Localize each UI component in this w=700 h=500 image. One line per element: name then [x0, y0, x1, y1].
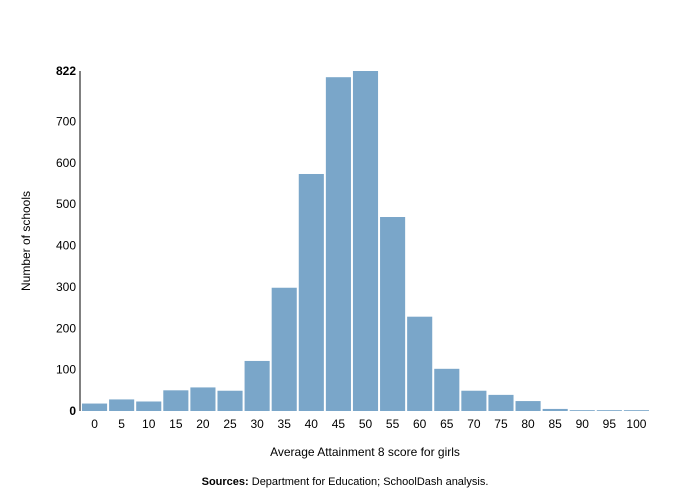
- bar-85: [542, 408, 568, 411]
- x-tick-label: 55: [386, 417, 400, 431]
- bar-50: [352, 71, 379, 411]
- y-tick-label: 600: [56, 156, 76, 170]
- x-tick-label: 10: [142, 417, 156, 431]
- y-tick-label: 500: [56, 197, 76, 211]
- y-tick-label: 700: [56, 114, 76, 128]
- x-tick-label: 65: [440, 417, 454, 431]
- x-tick-label: 40: [305, 417, 319, 431]
- bar-35: [271, 287, 297, 411]
- y-tick-label: 100: [56, 363, 76, 377]
- y-axis-title: Number of schools: [19, 191, 33, 291]
- x-tick-label: 90: [576, 417, 590, 431]
- sources-label: Sources:: [201, 476, 249, 488]
- x-tick-label: 20: [196, 417, 210, 431]
- bar-95: [596, 410, 622, 411]
- x-tick-label: 15: [169, 417, 183, 431]
- sources-text: Department for Education; SchoolDash ana…: [251, 476, 489, 488]
- y-tick-label: 822: [56, 64, 76, 78]
- bar-80: [515, 401, 541, 411]
- x-axis-title: Average Attainment 8 score for girls: [270, 445, 460, 459]
- x-tick-label: 25: [223, 417, 237, 431]
- bar-10: [136, 401, 162, 411]
- y-tick-label: 200: [56, 321, 76, 335]
- x-tick-label: 35: [278, 417, 292, 431]
- bar-75: [488, 394, 514, 411]
- bar-30: [244, 360, 270, 411]
- bar-60: [407, 316, 433, 411]
- bar-20: [190, 387, 216, 411]
- x-axis: 0 5 10 15 20 25 30 35 40 45 50 55 60 65 70 75 80 85 90 95 10…: [91, 417, 647, 431]
- sources-note: Sources: Department for Education; Schoo…: [0, 476, 690, 488]
- bar-40: [298, 173, 324, 411]
- bar-55: [380, 217, 406, 411]
- bar-65: [434, 368, 460, 411]
- y-tick-label: 400: [56, 239, 76, 253]
- x-tick-label: 95: [603, 417, 617, 431]
- bar-45: [325, 77, 351, 411]
- x-tick-label: 60: [413, 417, 427, 431]
- y-axis: 0 100 200 300 400 500 600 700 822: [56, 64, 81, 418]
- x-tick-label: 85: [548, 417, 562, 431]
- bar-15: [163, 390, 189, 411]
- bar-70: [461, 390, 487, 411]
- x-tick-label: 80: [521, 417, 535, 431]
- bar-90: [569, 410, 595, 411]
- bar-25: [217, 390, 243, 411]
- bar-0: [82, 403, 108, 411]
- x-tick-label: 70: [467, 417, 481, 431]
- y-tick-label: 300: [56, 280, 76, 294]
- x-tick-label: 100: [626, 417, 646, 431]
- x-tick-label: 5: [118, 417, 125, 431]
- bar-100: [623, 410, 649, 411]
- x-tick-label: 0: [91, 417, 98, 431]
- y-tick-label: 0: [69, 404, 76, 418]
- bars-group: [82, 71, 649, 411]
- x-tick-label: 45: [332, 417, 346, 431]
- bar-5: [109, 399, 135, 411]
- x-tick-label: 30: [250, 417, 264, 431]
- x-tick-label: 50: [359, 417, 373, 431]
- x-tick-label: 75: [494, 417, 508, 431]
